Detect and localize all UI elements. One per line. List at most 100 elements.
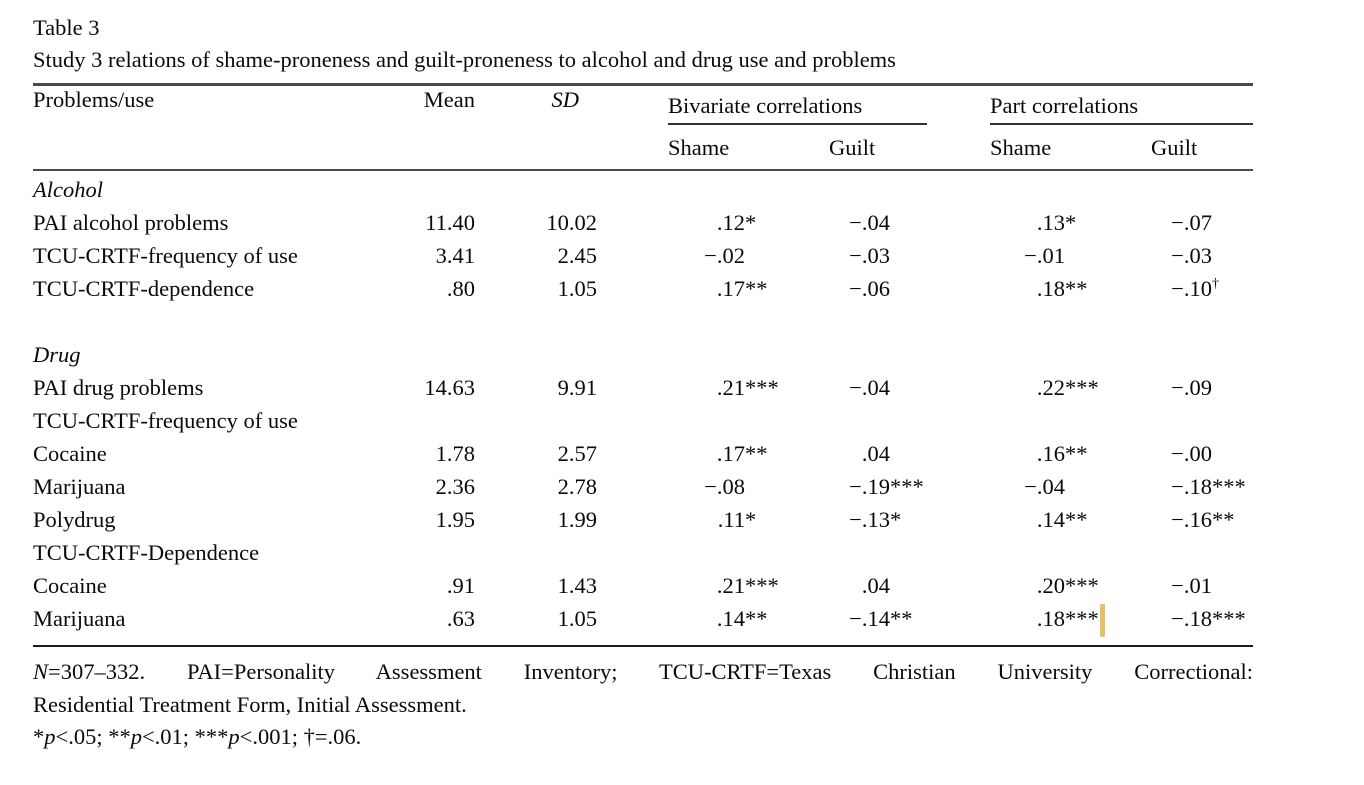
text-cursor — [1100, 604, 1105, 637]
correlation-value: .13 — [1036, 210, 1065, 235]
significance-marker: *** — [745, 375, 779, 400]
row-label: Marijuana — [33, 606, 126, 631]
table-row: Marijuana .63 1.05.14** −.14** .18*** −.18*** — [33, 602, 1253, 646]
table-row: TCU-CRTF-frequency of use 3.41 2.45 −.02 −.0… — [33, 239, 1253, 272]
correlation-value: .21 — [716, 573, 745, 598]
row-label: Polydrug — [33, 507, 116, 532]
row-label: Marijuana — [33, 474, 126, 499]
cell-mean — [383, 536, 475, 569]
table-row: TCU-CRTF-dependence .80 1.05.17** −.06.18**… — [33, 272, 1253, 305]
correlation-value: −.10 — [1171, 276, 1212, 301]
table-row: Marijuana 2.36 2.78 −.08 −.19*** −.04 −.18*** — [33, 470, 1253, 503]
cell-part-guilt: −.00 — [1151, 437, 1253, 470]
cell-part-shame — [990, 338, 1151, 371]
table-row: Polydrug 1.95 1.99.11* −.13* .14** −.16** — [33, 503, 1253, 536]
cell-mean: 11.40 — [425, 210, 475, 235]
correlation-value: .17 — [716, 441, 745, 466]
cell-part-shame: −.01 — [990, 239, 1151, 272]
subheader-bivariate-guilt: Guilt — [829, 125, 990, 171]
cell-mean: .80 — [446, 276, 475, 301]
row-label: TCU-CRTF-Dependence — [33, 540, 260, 565]
correlation-value: −.08 — [704, 474, 745, 499]
cell-bivariate-guilt — [829, 404, 990, 437]
significance-marker: * — [745, 507, 757, 532]
group-header-bivariate-label: Bivariate correlations — [668, 86, 927, 125]
table-title: Study 3 relations of shame-proneness and… — [33, 47, 896, 72]
cell-mean: 2.36 — [435, 474, 475, 499]
cell-bivariate-guilt: −.06 — [829, 272, 990, 305]
italic-symbol: p — [228, 724, 240, 749]
cell-bivariate-shame — [597, 536, 829, 569]
significance-marker: ** — [1065, 507, 1088, 532]
cell-part-shame: .18** — [990, 272, 1151, 305]
cell-part-shame — [990, 170, 1151, 206]
cell-sd — [475, 404, 597, 437]
table-row: Cocaine 1.78 2.57.17** .04.16** −.00 — [33, 437, 1253, 470]
cell-sd: 9.91 — [557, 375, 597, 400]
correlation-value: .17 — [716, 276, 745, 301]
cell-bivariate-guilt: −.19*** — [829, 470, 990, 503]
note-text: <.001; †=.06. — [239, 724, 362, 749]
correlation-value: .20 — [1036, 573, 1065, 598]
group-header-part-correlations: Part correlations — [990, 85, 1253, 125]
row-label: TCU-CRTF-frequency of use — [33, 243, 298, 268]
cell-part-guilt: −.18*** — [1151, 602, 1253, 646]
significance-marker: *** — [1212, 606, 1246, 631]
significance-marker: * — [890, 507, 902, 532]
italic-symbol: p — [130, 724, 142, 749]
section-row: Alcohol — [33, 170, 1253, 206]
table-row: PAI drug problems 14.63 9.91.21*** −.04.22*… — [33, 371, 1253, 404]
significance-marker: *** — [1065, 375, 1099, 400]
cell-sd: 1.99 — [557, 507, 597, 532]
cell-part-guilt: −.18*** — [1151, 470, 1253, 503]
italic-symbol: p — [44, 724, 56, 749]
cell-bivariate-shame — [597, 338, 829, 371]
cell-bivariate-shame — [597, 404, 829, 437]
cell-mean: .91 — [446, 573, 475, 598]
cell-sd: 1.05 — [557, 606, 597, 631]
significance-marker: *** — [890, 474, 924, 499]
cell-part-shame — [990, 404, 1151, 437]
correlation-value: −.03 — [849, 243, 890, 268]
note-text: =307–332. PAI=Personality Assessment Inv… — [48, 659, 1253, 684]
cell-mean: 1.78 — [435, 441, 475, 466]
cell-part-shame: .18*** — [990, 602, 1151, 646]
cell-mean — [383, 404, 475, 437]
note-abbreviations-line2: Residential Treatment Form, Initial Asse… — [33, 689, 1253, 722]
correlation-value: −.18 — [1171, 606, 1212, 631]
cell-bivariate-guilt — [829, 536, 990, 569]
row-label: Cocaine — [33, 441, 107, 466]
correlation-value: .14 — [716, 606, 745, 631]
note-significance: *p<.05; **p<.01; ***p<.001; †=.06. — [33, 721, 1253, 754]
cell-bivariate-shame: .12* — [597, 206, 829, 239]
cell-part-guilt — [1151, 404, 1253, 437]
subheader-part-guilt: Guilt — [1151, 125, 1253, 171]
row-label: TCU-CRTF-dependence — [33, 276, 255, 301]
cell-sd: 10.02 — [546, 210, 597, 235]
cell-part-guilt: −.03 — [1151, 239, 1253, 272]
column-header-problems-use: Problems/use — [33, 84, 383, 171]
paper-page: Table 3 Study 3 relations of shame-prone… — [33, 12, 1253, 754]
cell-sd — [475, 536, 597, 569]
significance-marker: ** — [745, 276, 768, 301]
correlation-value: .22 — [1036, 375, 1065, 400]
cell-bivariate-shame — [597, 170, 829, 206]
cell-part-shame: .16** — [990, 437, 1151, 470]
table-number: Table 3 — [33, 15, 100, 40]
cell-part-shame: .13* — [990, 206, 1151, 239]
cell-sd: 1.43 — [557, 573, 597, 598]
cell-part-guilt: −.16** — [1151, 503, 1253, 536]
significance-marker: *** — [1065, 573, 1099, 598]
cell-sd — [475, 170, 597, 206]
significance-marker: ** — [890, 606, 913, 631]
correlation-value: −.00 — [1171, 441, 1212, 466]
cell-part-guilt — [1151, 338, 1253, 371]
subheader-bivariate-shame: Shame — [597, 125, 829, 171]
significance-marker: ** — [745, 606, 768, 631]
correlation-value: .11 — [717, 507, 745, 532]
correlation-value: .18 — [1036, 606, 1065, 631]
section-row: Drug — [33, 338, 1253, 371]
cell-part-guilt — [1151, 170, 1253, 206]
cell-part-guilt: −.09 — [1151, 371, 1253, 404]
cell-part-shame: .22*** — [990, 371, 1151, 404]
